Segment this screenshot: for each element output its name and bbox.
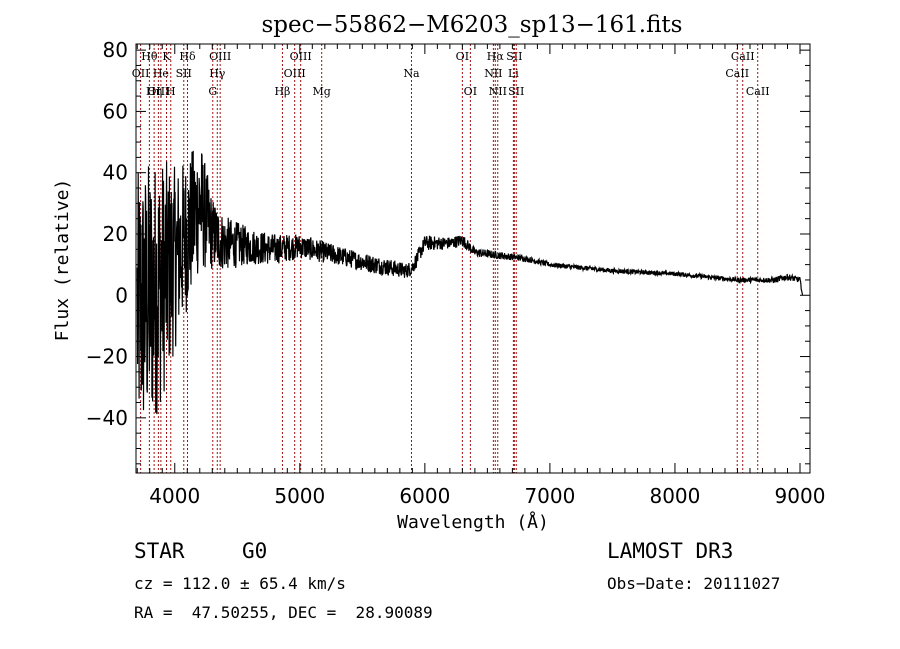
- x-tick-label: 4000: [149, 484, 200, 508]
- y-tick-label: 0: [115, 283, 128, 307]
- line-marker-label: OIII: [284, 67, 306, 80]
- x-tick-label: 6000: [399, 484, 450, 508]
- line-marker-label: SII: [506, 50, 522, 63]
- line-marker-label: OI: [464, 85, 477, 98]
- y-tick-label: 60: [103, 99, 128, 123]
- chart-title: spec−55862−M6203_sp13−161.fits: [262, 12, 683, 38]
- line-marker-label: OIII: [290, 50, 312, 63]
- x-axis-label: Wavelength (Å): [397, 511, 549, 533]
- spectrum-series: [136, 150, 804, 415]
- line-marker-label: CaII: [731, 50, 755, 63]
- x-tick-label: 7000: [524, 484, 575, 508]
- line-marker-label: Na: [403, 67, 420, 80]
- survey-name: LAMOST DR3: [607, 539, 734, 563]
- y-tick-label: 80: [103, 38, 128, 62]
- y-tick-label: 20: [103, 222, 128, 246]
- object-class: STAR: [134, 539, 185, 563]
- line-marker-label: Hθ: [141, 50, 158, 63]
- line-marker-label: Hγ: [209, 67, 226, 80]
- line-marker-label: OII: [132, 67, 150, 80]
- line-marker-label: Hα: [487, 50, 505, 63]
- y-tick-label: −40: [86, 406, 128, 430]
- line-marker-label: SII: [176, 67, 192, 80]
- line-marker-label: Li: [508, 67, 519, 80]
- y-tick-label: −20: [86, 345, 128, 369]
- line-marker-label: CaII: [725, 67, 749, 80]
- line-marker-label: NII: [484, 67, 502, 80]
- object-subclass: G0: [242, 539, 268, 563]
- line-marker-label: He: [153, 67, 169, 80]
- redshift-text: cz = 112.0 ± 65.4 km/s: [134, 574, 346, 593]
- line-marker-label: OIII: [209, 50, 231, 63]
- y-axis-label: Flux (relative): [52, 179, 73, 342]
- x-tick-label: 5000: [274, 484, 325, 508]
- y-tick-label: 40: [103, 161, 128, 185]
- line-marker-label: G: [208, 85, 217, 98]
- x-tick-label: 8000: [649, 484, 700, 508]
- line-marker-label: OI: [456, 50, 469, 63]
- line-marker-label: Hη: [146, 85, 162, 98]
- line-marker-label: Mg: [313, 85, 331, 98]
- line-marker-label: OIII: [147, 85, 169, 98]
- plot-frame: [135, 43, 811, 474]
- line-marker-label: CaII: [746, 85, 770, 98]
- line-marker-label: SII: [508, 85, 524, 98]
- line-marker-label: Hδ: [179, 50, 196, 63]
- axes: 4000 5000 6000 7000 8000 9000 −40 −20 0 20 40 60 80: [86, 38, 826, 508]
- line-marker-label: Hβ: [274, 85, 290, 98]
- line-marker-label: NII: [489, 85, 507, 98]
- spectrum-line: [136, 150, 804, 415]
- line-marker-label: H: [166, 85, 176, 98]
- coords-text: RA = 47.50255, DEC = 28.90089: [134, 603, 433, 622]
- obs-date-text: Obs−Date: 20111027: [607, 574, 781, 593]
- line-marker-label: K: [162, 50, 171, 63]
- x-tick-label: 9000: [775, 484, 826, 508]
